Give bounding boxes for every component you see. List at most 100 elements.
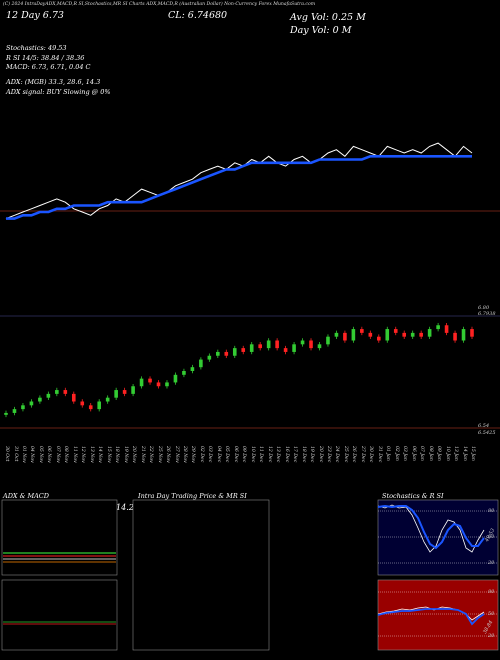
avg-vol-label: Avg Vol: 0.25 M: [290, 12, 366, 23]
candle-body: [444, 325, 449, 333]
adx-panel-title: ADX & MACD: [3, 492, 49, 500]
x-tick-label: 07 Nov: [54, 446, 60, 463]
x-tick-label: 27 Dec: [359, 446, 365, 463]
candle-body: [334, 332, 339, 337]
candle-body: [38, 397, 42, 402]
candle-body: [97, 401, 101, 410]
candle-body: [156, 382, 161, 387]
candle-body: [190, 367, 195, 371]
x-tick-label: 08 Nov: [63, 446, 69, 463]
adx-signal-readout: ADX signal: BUY Slowing @ 0%: [6, 88, 111, 96]
x-tick-label: 28 Nov: [181, 446, 187, 463]
x-tick-label: 27 Nov: [173, 446, 179, 463]
candle-body: [258, 344, 262, 349]
stoch-value: 49.53: [484, 527, 497, 543]
x-tick-label: 07 Jan: [419, 446, 425, 461]
candle-body: [21, 405, 25, 410]
candle-body: [402, 332, 407, 337]
candle-body: [275, 340, 279, 349]
candle-body: [165, 382, 169, 387]
lower-price-label-2: 6.5425: [478, 430, 496, 436]
x-tick-label: 31 Oct: [12, 446, 18, 462]
candle-body: [419, 332, 423, 337]
x-tick-label: 25 Nov: [156, 446, 162, 463]
x-tick-label: 01 Jan: [385, 446, 391, 461]
x-tick-label: 13 Nov: [88, 446, 94, 463]
candle-body: [470, 329, 474, 337]
x-tick-label: 31 Dec: [376, 446, 382, 463]
candle-body: [216, 351, 220, 356]
ma-line: [6, 155, 472, 220]
stoch-label-50: 50: [488, 534, 495, 540]
x-tick-label: 29 Nov: [190, 446, 196, 463]
candle-body: [148, 378, 152, 383]
x-tick-label: 06 Nov: [46, 446, 52, 463]
candle-body: [71, 393, 76, 402]
x-tick-label: 16 Dec: [283, 446, 289, 463]
candle-body: [63, 390, 68, 394]
candle-body: [232, 348, 237, 356]
candle-body: [385, 329, 390, 341]
x-tick-label: 23 Dec: [326, 446, 331, 463]
candle-body: [122, 390, 127, 394]
candle-body: [453, 332, 457, 341]
x-tick-label: 19 Nov: [122, 446, 128, 463]
candle-body: [410, 332, 415, 337]
x-tick-label: 02 Dec: [198, 446, 204, 463]
x-tick-label: 24 Dec: [334, 446, 340, 463]
x-tick-label: 09 Jan: [436, 446, 442, 461]
candle-body: [368, 332, 373, 337]
candle-body: [12, 409, 17, 413]
candle-body: [326, 336, 330, 345]
candle-body: [55, 390, 59, 394]
candle-body: [393, 329, 398, 333]
x-tick-label: 08 Jan: [427, 446, 433, 461]
stoch-label-20: 20: [488, 560, 495, 566]
x-tick-label: 21 Nov: [139, 446, 145, 463]
candle-body: [377, 336, 381, 341]
candle-body: [241, 348, 246, 352]
x-tick-label: 06 Jan: [410, 446, 416, 461]
candle-body: [224, 351, 229, 356]
x-tick-label: 14 Nov: [97, 446, 103, 463]
candle-body: [317, 344, 322, 349]
lower-price-label: 6.54: [478, 423, 490, 429]
x-tick-label: 09 Dec: [241, 446, 247, 463]
x-tick-label: 05 Dec: [224, 446, 230, 463]
x-tick-label: 12 Nov: [80, 446, 86, 463]
stoch-d-line: [377, 504, 485, 550]
rsi-panel: [377, 579, 499, 651]
x-tick-label: 26 Nov: [165, 446, 170, 463]
x-tick-label: 25 Dec: [342, 446, 348, 463]
candle-body: [131, 386, 135, 394]
upper-price-label-2: 6.7938: [478, 311, 496, 317]
x-tick-label: 22 Nov: [148, 446, 153, 463]
candle-body: [114, 390, 118, 398]
x-tick-label: 15 Jan: [470, 446, 475, 461]
stoch-label-80: 80: [488, 508, 495, 514]
adx-readout: ADX: (MGB) 33.3, 28.6, 14.3: [6, 78, 101, 86]
rsi-line: [377, 606, 485, 621]
rsi-readout: R SI 14/5: 38.84 / 38.36: [6, 54, 85, 62]
x-tick-label: 10 Jan: [444, 446, 450, 461]
candle-body: [300, 340, 305, 345]
stoch-k-line: [377, 504, 485, 553]
price-chart: [0, 142, 500, 429]
x-tick-label: 17 Dec: [292, 446, 298, 463]
x-tick-label: 19 Dec: [309, 446, 314, 463]
intraday-panel: [132, 499, 270, 651]
x-tick-label: 06 Dec: [232, 446, 238, 463]
candle-body: [173, 374, 178, 383]
candle-body: [436, 325, 440, 330]
stoch-panel-title: Stochastics & R SI: [382, 492, 444, 500]
intraday-panel-title: Intra Day Trading Price & MR SI: [138, 492, 247, 500]
x-tick-label: 20 Nov: [131, 446, 137, 463]
candle-body: [80, 401, 85, 406]
x-tick-label: 11 Nov: [71, 446, 77, 463]
candle-body: [360, 329, 364, 333]
candle-body: [182, 371, 186, 375]
candle-body: [249, 344, 254, 352]
x-tick-label: 03 Jan: [402, 446, 408, 461]
header-line: (C) 2024 IntraDayADX,MACD,R SI,Stochasti…: [3, 2, 316, 7]
adx-values: ADX: 33.33 +DI: 28.57 -DI: 14.29: [3, 503, 139, 512]
